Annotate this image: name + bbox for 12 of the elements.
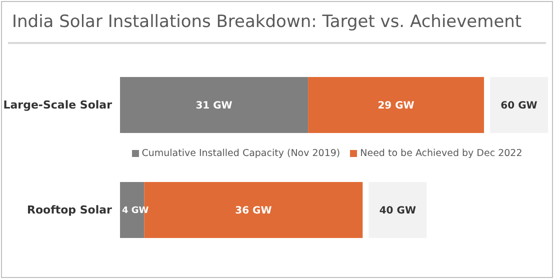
y-tick-label: Large-Scale Solar	[3, 98, 113, 112]
total-label: 40 GW	[379, 206, 416, 216]
data-label: 29 GW	[378, 100, 414, 112]
legend-label: Cumulative Installed Capacity (Nov 2019)	[140, 148, 340, 159]
y-tick-label: Rooftop Solar	[27, 203, 113, 216]
data-label: 31 GW	[196, 100, 232, 112]
bar	[120, 77, 308, 133]
chart-title: India Solar Installations Breakdown: Target vs. Achievement	[12, 12, 522, 32]
bar	[308, 77, 484, 133]
data-label: 36 GW	[235, 206, 272, 216]
legend-label: Need to be Achieved by Dec 2022	[359, 148, 522, 159]
total-label: 60 GW	[500, 100, 538, 112]
